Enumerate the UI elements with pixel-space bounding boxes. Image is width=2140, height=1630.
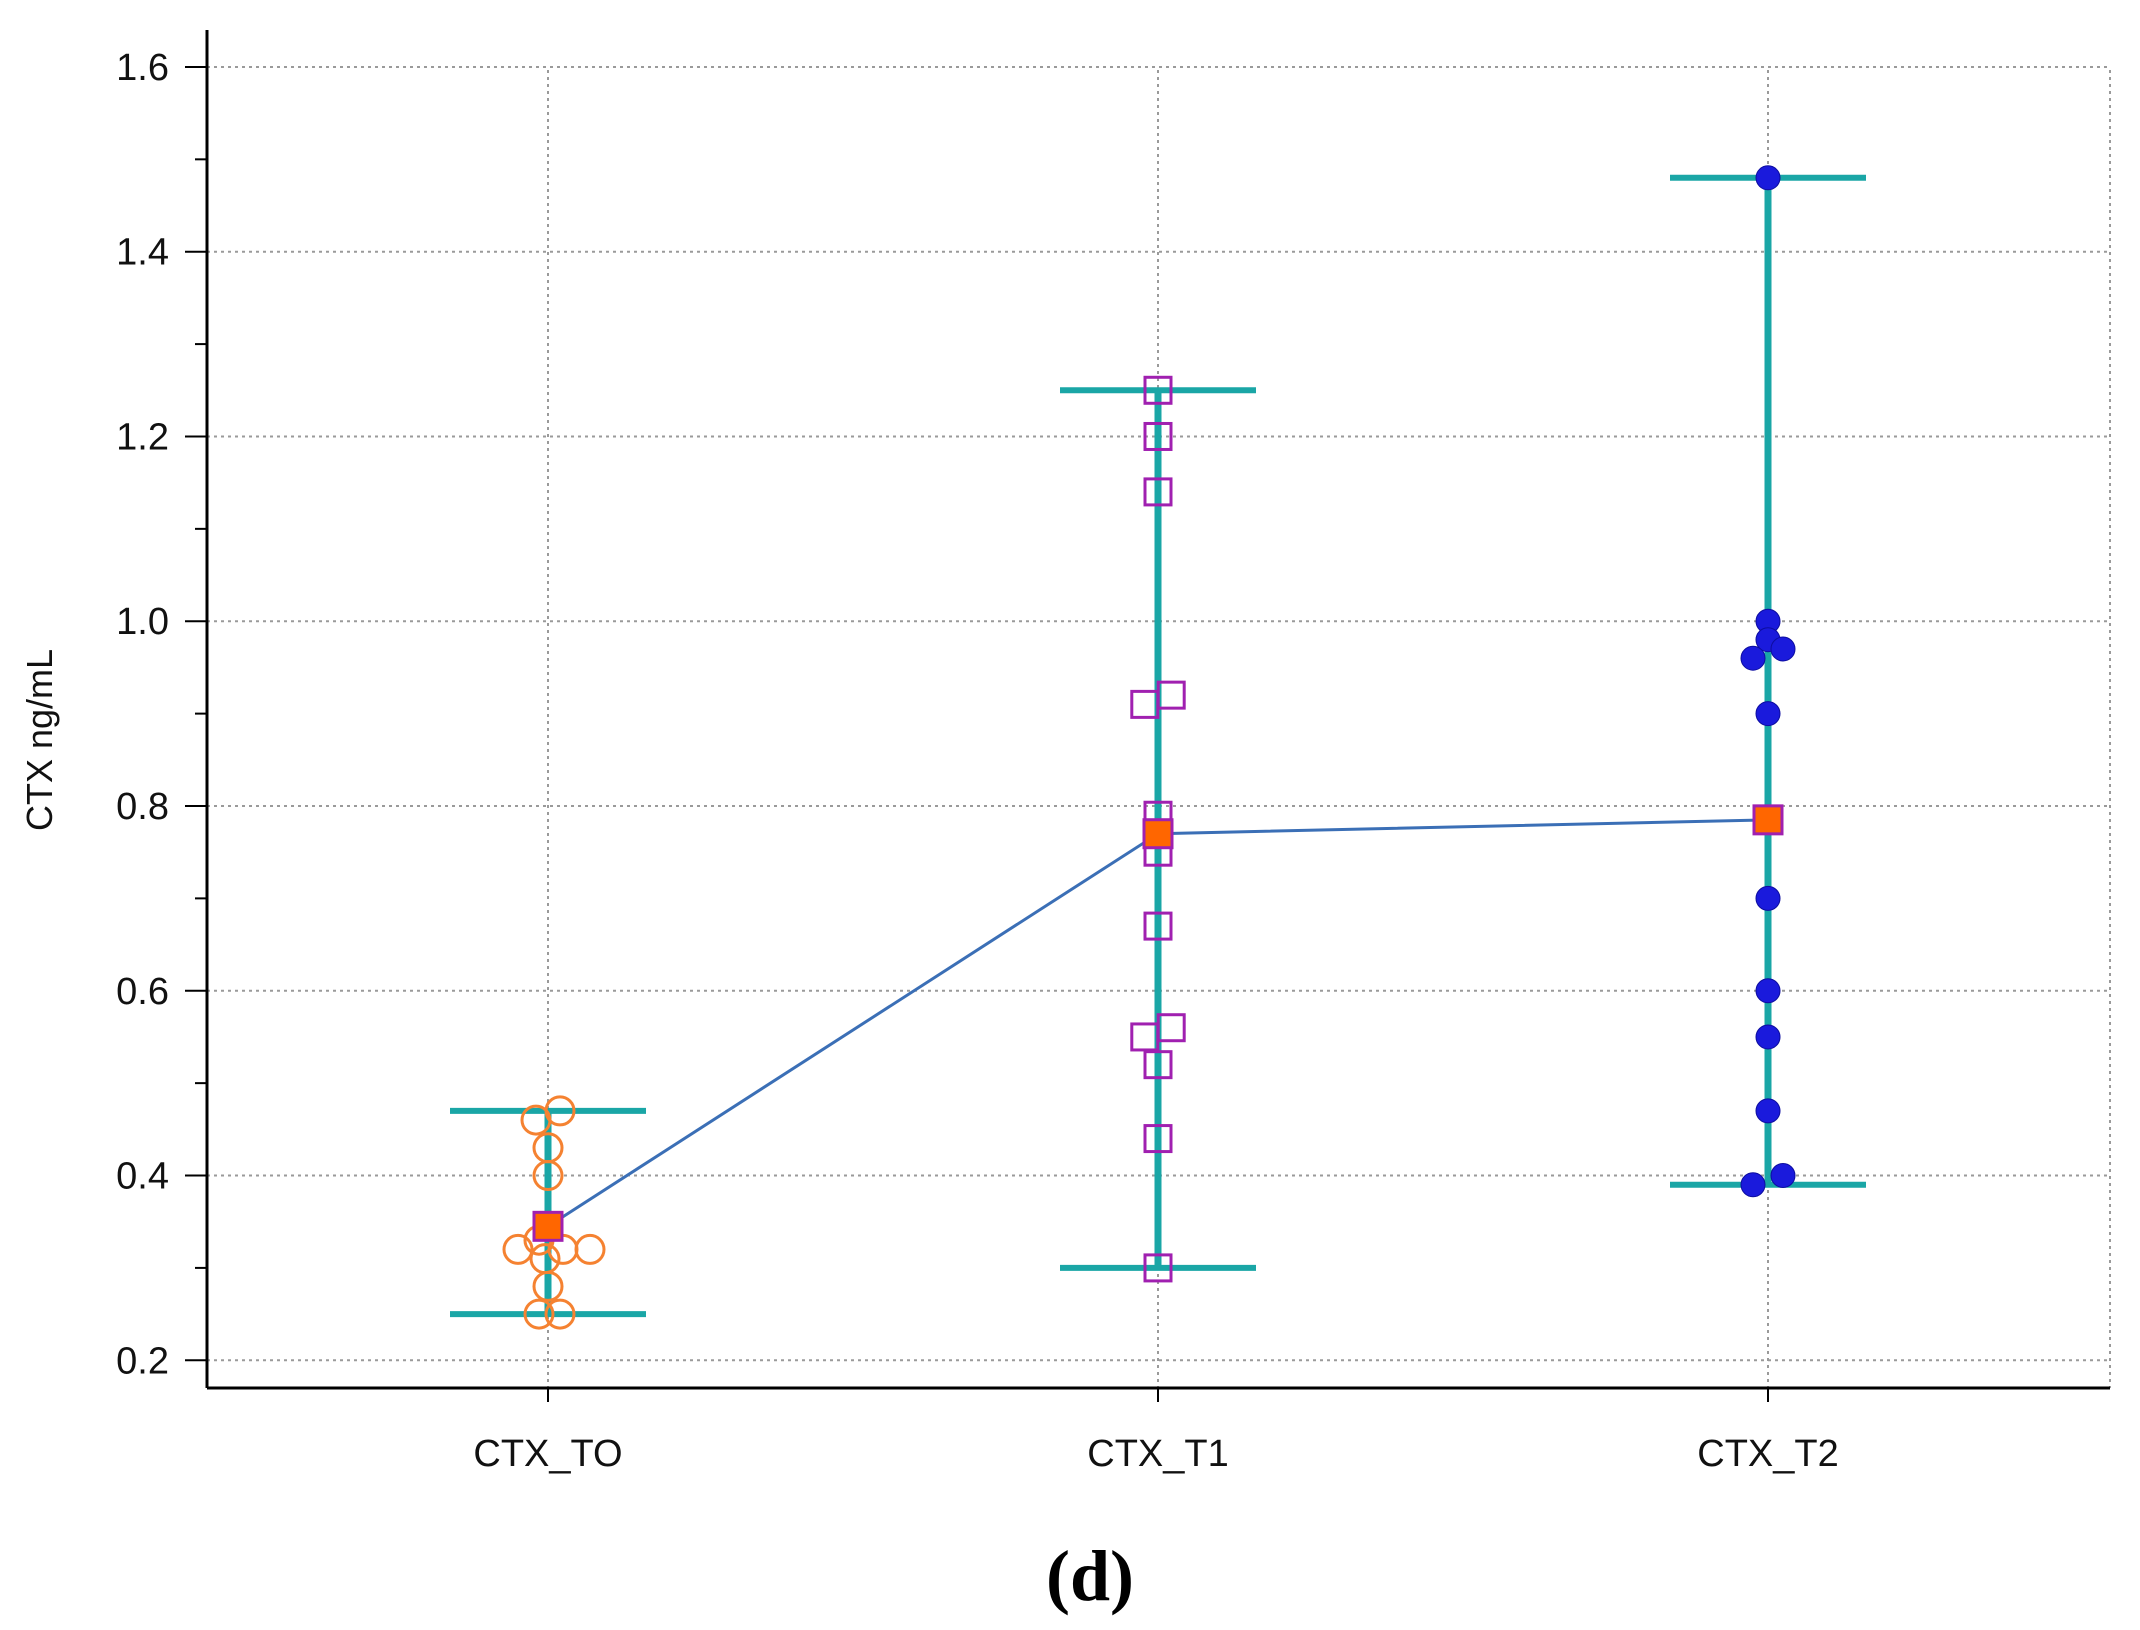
mean-markers bbox=[532, 804, 1784, 1242]
data-point bbox=[1770, 636, 1796, 662]
data-point bbox=[1130, 1022, 1160, 1052]
data-point bbox=[1755, 978, 1781, 1004]
data-point bbox=[1755, 701, 1781, 727]
y-tick-label: 1.2 bbox=[116, 416, 169, 458]
y-axis-title: CTX ng/mL bbox=[19, 649, 60, 831]
mean-marker bbox=[532, 1210, 564, 1242]
data-point bbox=[1143, 375, 1173, 405]
y-tick-label: 1.6 bbox=[116, 47, 169, 89]
y-tick-label: 1.4 bbox=[116, 232, 169, 274]
y-tick-label: 0.6 bbox=[116, 971, 169, 1013]
data-point bbox=[502, 1233, 534, 1265]
data-point bbox=[1143, 421, 1173, 451]
y-tick-label: 0.8 bbox=[116, 786, 169, 828]
data-point bbox=[1740, 1172, 1766, 1198]
data-point bbox=[1143, 1050, 1173, 1080]
mean-marker bbox=[1142, 818, 1174, 850]
data-point bbox=[1770, 1163, 1796, 1189]
data-points bbox=[502, 165, 1796, 1330]
x-tick-label-ctx-to: CTX_TO bbox=[473, 1433, 622, 1475]
data-point bbox=[1755, 165, 1781, 191]
range-bars bbox=[450, 174, 1866, 1318]
data-point bbox=[1755, 1024, 1781, 1050]
y-tick-label: 0.2 bbox=[116, 1340, 169, 1382]
data-point bbox=[523, 1298, 555, 1330]
data-point bbox=[544, 1298, 576, 1330]
data-point bbox=[532, 1160, 564, 1192]
data-point bbox=[532, 1270, 564, 1302]
y-tick-label: 0.4 bbox=[116, 1156, 169, 1198]
mean-marker bbox=[1752, 804, 1784, 836]
data-point bbox=[1130, 689, 1160, 719]
data-point bbox=[1143, 1124, 1173, 1154]
x-axis-labels: CTX_TO CTX_T1 CTX_T2 bbox=[473, 1388, 1839, 1475]
data-point bbox=[574, 1233, 606, 1265]
data-point bbox=[1143, 477, 1173, 507]
x-tick-label-ctx-t1: CTX_T1 bbox=[1087, 1433, 1228, 1475]
data-point bbox=[520, 1104, 552, 1136]
data-point bbox=[1755, 1098, 1781, 1124]
data-point bbox=[1755, 885, 1781, 911]
data-point bbox=[1143, 1253, 1173, 1283]
data-point bbox=[1740, 645, 1766, 671]
panel-label: (d) bbox=[1046, 1536, 1134, 1616]
y-tick-label: 1.0 bbox=[116, 601, 169, 643]
data-point bbox=[1156, 1013, 1186, 1043]
x-tick-label-ctx-t2: CTX_T2 bbox=[1697, 1433, 1838, 1475]
data-point bbox=[1156, 680, 1186, 710]
y-axis-ticks: 0.2 0.4 0.6 0.8 1.0 1.2 1.4 1.6 bbox=[116, 47, 207, 1382]
data-point bbox=[1143, 911, 1173, 941]
